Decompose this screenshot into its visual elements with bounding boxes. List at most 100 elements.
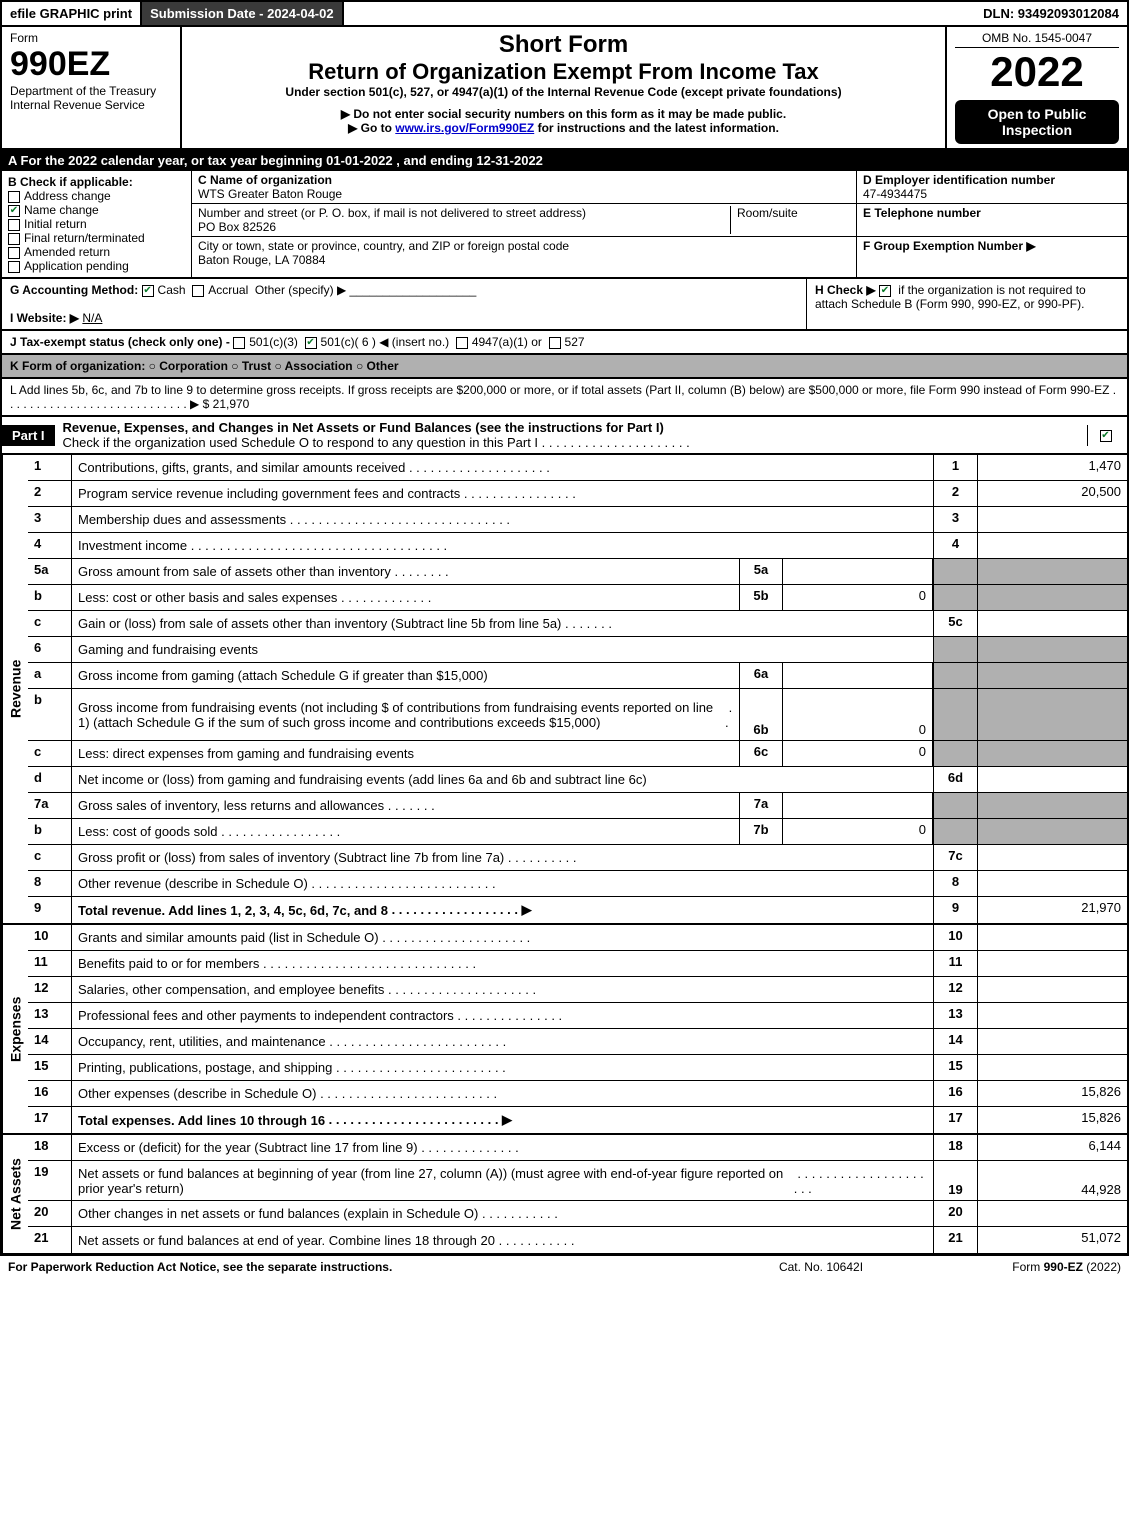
l10-desc: Grants and similar amounts paid (list in… [72, 925, 933, 950]
l7a-desc: Gross sales of inventory, less returns a… [72, 793, 739, 818]
l5c-desc: Gain or (loss) from sale of assets other… [72, 611, 933, 636]
part1-schedule-o-chk[interactable] [1100, 430, 1112, 442]
l7a-mn-shade [933, 793, 977, 818]
l5b-sn: 5b [739, 585, 783, 610]
l7b-desc: Less: cost of goods sold . . . . . . . .… [72, 819, 739, 844]
b-opt-name[interactable]: Name change [8, 203, 185, 217]
l6a-no: a [28, 663, 72, 688]
l5a-desc: Gross amount from sale of assets other t… [72, 559, 739, 584]
l2-no: 2 [28, 481, 72, 506]
expenses-section: Expenses 10Grants and similar amounts pa… [0, 925, 1129, 1135]
f-block: F Group Exemption Number ▶ [857, 237, 1127, 255]
header-center: Short Form Return of Organization Exempt… [182, 27, 947, 148]
l5c-mn: 5c [933, 611, 977, 636]
l1-desc: Contributions, gifts, grants, and simila… [72, 455, 933, 480]
l2-desc: Program service revenue including govern… [72, 481, 933, 506]
l6a-mv-shade [977, 663, 1127, 688]
l21-no: 21 [28, 1227, 72, 1253]
l18-mv: 6,144 [977, 1135, 1127, 1160]
short-form-title: Short Form [190, 31, 937, 59]
l18-desc: Excess or (deficit) for the year (Subtra… [72, 1135, 933, 1160]
netassets-section: Net Assets 18Excess or (deficit) for the… [0, 1135, 1129, 1255]
l16-desc: Other expenses (describe in Schedule O) … [72, 1081, 933, 1106]
expenses-vlabel: Expenses [2, 925, 28, 1133]
l19-mn: 19 [933, 1161, 977, 1200]
d-label: D Employer identification number [863, 173, 1055, 187]
l1-mv: 1,470 [977, 455, 1127, 480]
l10-no: 10 [28, 925, 72, 950]
footer-right-pre: Form [1012, 1260, 1043, 1274]
c-label: C Name of organization [198, 173, 332, 187]
l17-mn: 17 [933, 1107, 977, 1133]
e-block: E Telephone number [857, 204, 1127, 237]
l13-desc: Professional fees and other payments to … [72, 1003, 933, 1028]
efile-print-label[interactable]: efile GRAPHIC print [2, 2, 142, 25]
l6-no: 6 [28, 637, 72, 662]
b-opt-initial[interactable]: Initial return [8, 217, 185, 231]
l10-mv [977, 925, 1127, 950]
submission-date-button[interactable]: Submission Date - 2024-04-02 [142, 2, 344, 25]
l6b-desc: Gross income from fundraising events (no… [72, 689, 739, 740]
h-label: H Check ▶ [815, 283, 876, 297]
h-chk[interactable] [879, 285, 891, 297]
tax-year: 2022 [955, 48, 1119, 96]
irs-link[interactable]: www.irs.gov/Form990EZ [395, 121, 534, 135]
g-cash: Cash [158, 283, 186, 297]
instr-goto: ▶ Go to www.irs.gov/Form990EZ for instru… [190, 121, 937, 135]
l5a-no: 5a [28, 559, 72, 584]
l6a-mn-shade [933, 663, 977, 688]
footer-left: For Paperwork Reduction Act Notice, see … [8, 1260, 721, 1274]
l4-mn: 4 [933, 533, 977, 558]
l6-desc: Gaming and fundraising events [72, 637, 933, 662]
c-city-label: City or town, state or province, country… [198, 239, 569, 253]
l7a-mv-shade [977, 793, 1127, 818]
j-4947-chk[interactable] [456, 337, 468, 349]
l6-mn-shade [933, 637, 977, 662]
b-opt-address[interactable]: Address change [8, 189, 185, 203]
l5b-no: b [28, 585, 72, 610]
expenses-body: 10Grants and similar amounts paid (list … [28, 925, 1127, 1133]
l6d-mv [977, 767, 1127, 792]
g-accrual-chk[interactable] [192, 285, 204, 297]
l5b-mn-shade [933, 585, 977, 610]
l19-desc: Net assets or fund balances at beginning… [72, 1161, 933, 1200]
l-value: 21,970 [213, 397, 250, 411]
col-b: B Check if applicable: Address change Na… [2, 171, 192, 277]
i-label: I Website: ▶ [10, 311, 79, 325]
l19-no: 19 [28, 1161, 72, 1200]
b-opt-pending[interactable]: Application pending [8, 259, 185, 273]
part1-check-line: Check if the organization used Schedule … [63, 435, 539, 450]
l7b-no: b [28, 819, 72, 844]
l13-no: 13 [28, 1003, 72, 1028]
l6c-mn-shade [933, 741, 977, 766]
j-501c3-chk[interactable] [233, 337, 245, 349]
footer-right: Form 990-EZ (2022) [921, 1260, 1121, 1274]
g-cash-chk[interactable] [142, 285, 154, 297]
instr-goto-pre: ▶ Go to [348, 121, 395, 135]
l6c-no: c [28, 741, 72, 766]
l5a-mn-shade [933, 559, 977, 584]
part1-tag: Part I [2, 425, 55, 446]
l14-desc: Occupancy, rent, utilities, and maintena… [72, 1029, 933, 1054]
row-gh: G Accounting Method: Cash Accrual Other … [0, 279, 1129, 331]
c-room-label: Room/suite [737, 206, 798, 220]
j-501c-chk[interactable] [305, 337, 317, 349]
b-opt-amended[interactable]: Amended return [8, 245, 185, 259]
header-right: OMB No. 1545-0047 2022 Open to Public In… [947, 27, 1127, 148]
l5b-sv: 0 [783, 585, 933, 610]
l4-mv [977, 533, 1127, 558]
l7c-mn: 7c [933, 845, 977, 870]
j-o1: 501(c)(3) [249, 335, 298, 349]
l9-no: 9 [28, 897, 72, 923]
omb-label: OMB No. 1545-0047 [955, 31, 1119, 48]
l7b-sv: 0 [783, 819, 933, 844]
dln-label: DLN: 93492093012084 [975, 2, 1127, 25]
b-opt-final[interactable]: Final return/terminated [8, 231, 185, 245]
top-bar: efile GRAPHIC print Submission Date - 20… [0, 0, 1129, 27]
l21-mn: 21 [933, 1227, 977, 1253]
instr-goto-post: for instructions and the latest informat… [534, 121, 779, 135]
l8-no: 8 [28, 871, 72, 896]
j-527-chk[interactable] [549, 337, 561, 349]
j-o2: 501(c)( 6 ) ◀ (insert no.) [321, 335, 450, 349]
l12-desc: Salaries, other compensation, and employ… [72, 977, 933, 1002]
